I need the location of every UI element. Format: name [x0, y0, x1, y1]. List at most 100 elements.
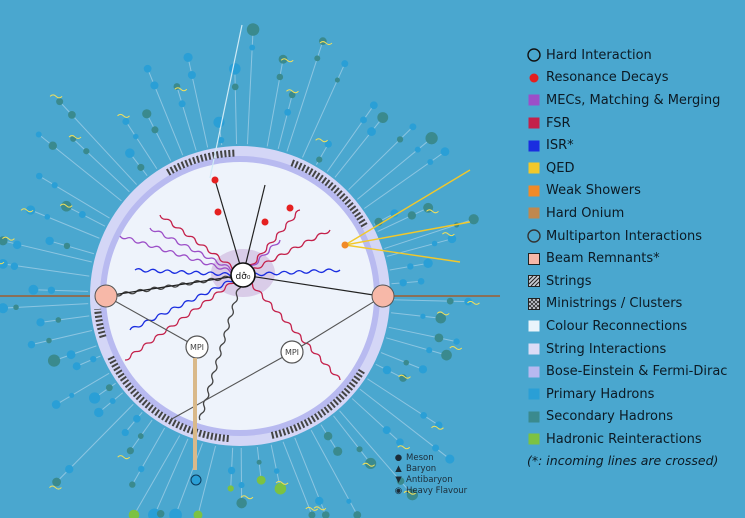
- hadron-dot: [334, 77, 340, 83]
- hadron-legend-label: Baryon: [406, 463, 437, 474]
- hadron-dot: [90, 355, 97, 363]
- hadron-dot: [446, 297, 454, 305]
- hadron-dot: [431, 240, 438, 247]
- parton-shower-line: [159, 214, 244, 276]
- hadron-dot: [382, 426, 391, 435]
- hadron-dot: [36, 318, 45, 327]
- hadron-dot: [56, 98, 64, 106]
- hadron-dot: [183, 52, 193, 63]
- hadron-dot: [35, 172, 43, 180]
- photon-squiggle: [0, 261, 5, 265]
- parton-shower-line: [242, 274, 341, 381]
- legend-swatch-icon: [527, 365, 541, 379]
- legend-swatch-icon: [527, 319, 541, 333]
- dot-icon: ●: [394, 452, 403, 463]
- legend-item: QED: [527, 157, 745, 180]
- hadron-dot: [403, 359, 410, 366]
- hadron-track: [49, 240, 95, 255]
- parton-shower-line: [134, 268, 244, 277]
- hadron-dot: [377, 112, 389, 123]
- hadron-dot: [396, 438, 404, 447]
- legend-item: FSR: [527, 112, 745, 135]
- photon-squiggle: [49, 94, 63, 99]
- photon-squiggle: [117, 113, 130, 118]
- mpi-line: [169, 351, 293, 421]
- hard-onium-line: [193, 358, 197, 470]
- dotted-circle-icon: ◉: [394, 485, 403, 496]
- legend-swatch-icon: [527, 432, 541, 446]
- legend-note: (*: incoming lines are crossed): [527, 452, 719, 468]
- photon-squiggle: [315, 138, 328, 143]
- legend-swatch-icon: [527, 297, 541, 311]
- hadron-dot: [238, 482, 245, 489]
- parton-shower-line: [149, 227, 244, 276]
- legend-swatch-icon: [527, 252, 541, 266]
- hadron-dot: [274, 482, 287, 495]
- string-segment: [290, 159, 369, 230]
- legend-label: Hard Interaction: [546, 47, 652, 63]
- legend-swatch-icon: [527, 71, 541, 85]
- hadron-dot: [151, 126, 159, 134]
- hadron-track: [72, 138, 130, 193]
- hadron-symbol-legend: ● Meson ▲ Baryon ▼ Antibaryon ◉ Heavy Flavour: [394, 452, 467, 496]
- hadron-dot: [126, 447, 134, 455]
- hadron-dot: [316, 156, 323, 163]
- hadron-dot: [109, 398, 116, 405]
- photon-squiggle: [174, 87, 188, 92]
- hadron-dot: [273, 468, 280, 474]
- hadron-dot: [276, 73, 284, 81]
- legend-label: FSR: [546, 115, 571, 131]
- beam-remnant-right: [371, 284, 395, 308]
- hadron-track: [391, 299, 469, 303]
- hadron-dot: [414, 146, 421, 153]
- photon-squiggle: [280, 58, 294, 63]
- hadron-track: [234, 68, 238, 145]
- parton-shower-line: [119, 235, 244, 276]
- photon-squiggle: [398, 374, 411, 379]
- hadron-dot: [169, 508, 182, 518]
- hadron-track: [39, 175, 110, 219]
- legend-item: Weak Showers: [527, 180, 745, 203]
- photon-squiggle: [117, 455, 131, 460]
- parton-line: [242, 184, 266, 276]
- hadron-legend-item: ▼ Antibaryon: [394, 474, 467, 485]
- hadron-dot: [46, 337, 52, 344]
- string-segment: [270, 368, 365, 439]
- hadron-dot: [288, 91, 296, 99]
- heavy-flavour-dot: [190, 474, 202, 486]
- legend-label: Colour Reconnections: [546, 318, 688, 334]
- qed-line: [344, 244, 461, 263]
- hadron-dot: [78, 210, 86, 218]
- photon-squiggle: [275, 480, 289, 485]
- hadron-dot: [323, 431, 333, 441]
- hadron-track: [385, 337, 447, 356]
- beam-remnant-left: [94, 284, 118, 308]
- hadron-dot: [66, 350, 76, 360]
- hadron-dot: [435, 312, 447, 324]
- legend-label: Hard Onium: [546, 205, 625, 221]
- photon-squiggle: [426, 209, 439, 214]
- hadron-dot: [390, 209, 399, 218]
- hadron-dot: [382, 365, 392, 375]
- legend-item: MECs, Matching & Merging: [527, 89, 745, 112]
- legend-swatch-icon: [527, 410, 541, 424]
- hadron-dot: [314, 55, 321, 62]
- photon-squiggle: [442, 232, 455, 237]
- parton-line: [242, 274, 381, 297]
- hadron-dot: [28, 284, 39, 295]
- photon-line: [209, 24, 243, 179]
- hadron-dot: [409, 123, 417, 131]
- hadron-dot: [128, 509, 140, 518]
- resonance-decay-dot: [214, 208, 222, 216]
- hadron-track: [282, 441, 313, 516]
- hadron-dot: [396, 136, 404, 143]
- legend-swatch-icon: [527, 161, 541, 175]
- legend-swatch-icon: [527, 184, 541, 198]
- hadron-dot: [55, 317, 62, 323]
- parton-shower-line: [242, 268, 341, 277]
- hadron-track: [377, 207, 429, 232]
- hadron-dot: [187, 70, 196, 80]
- legend-label: String Interactions: [546, 341, 667, 357]
- hadron-dot: [133, 414, 141, 423]
- hadron-dot: [47, 354, 61, 367]
